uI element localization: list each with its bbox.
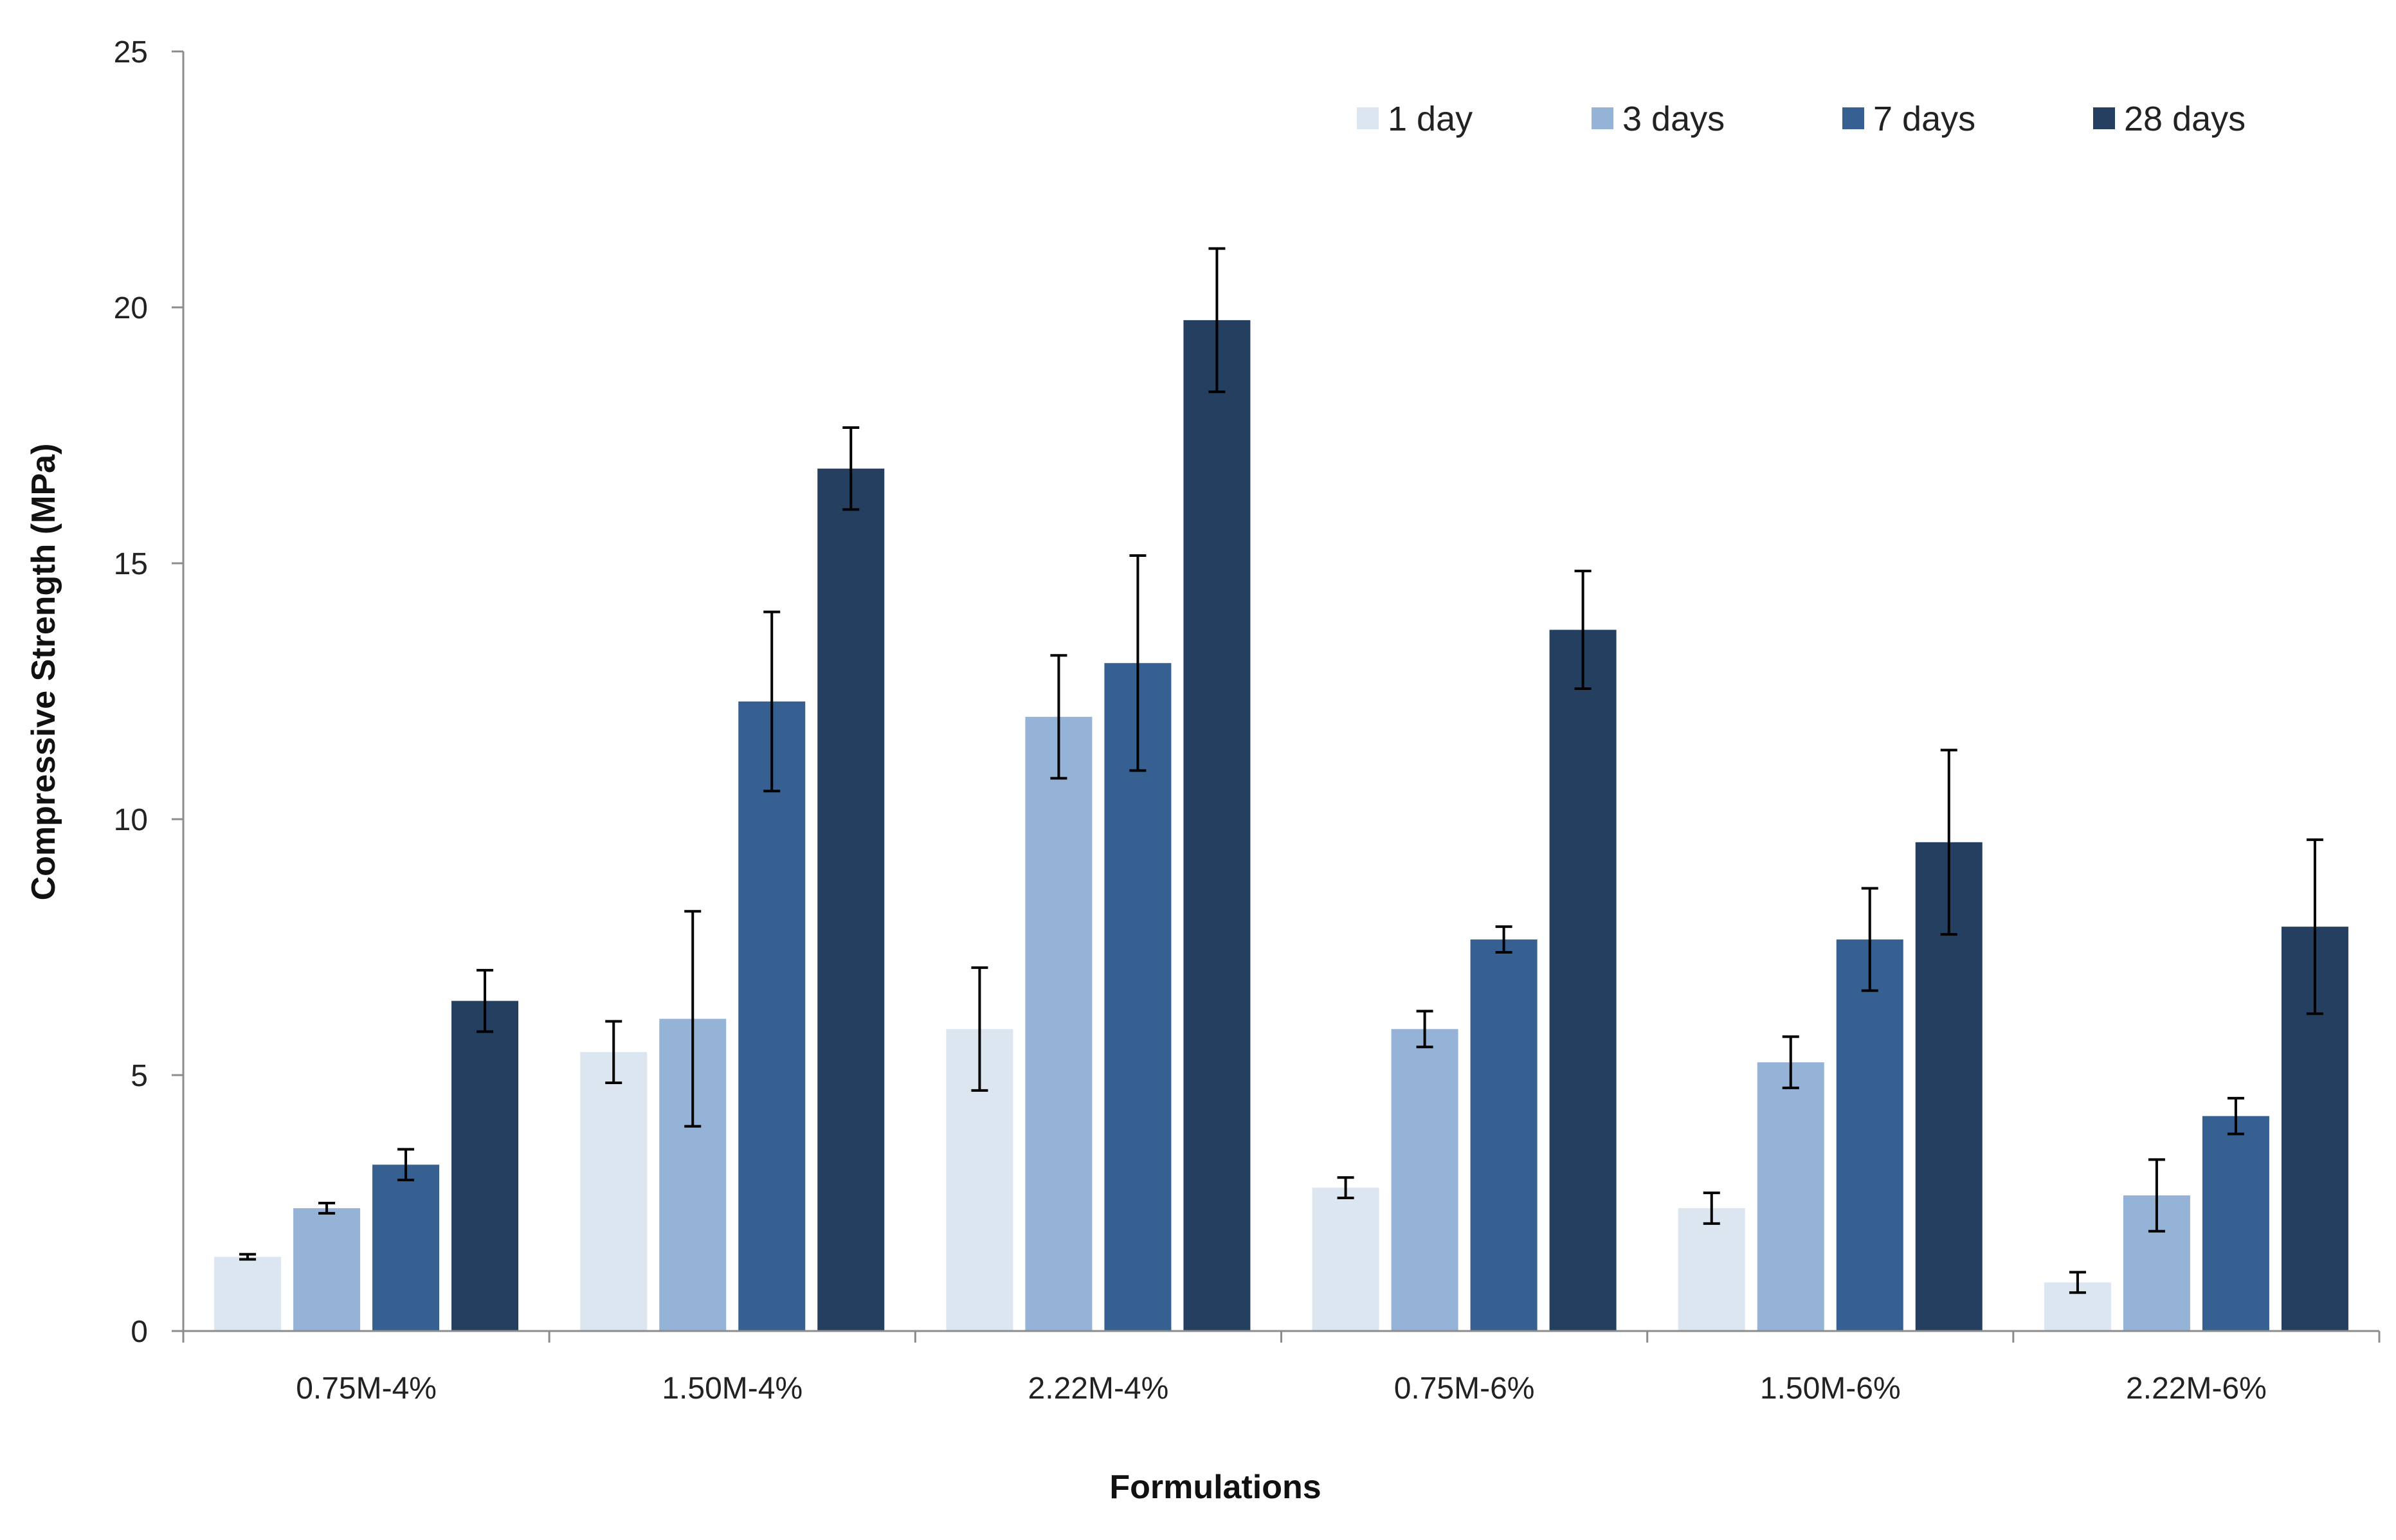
bar bbox=[293, 1208, 361, 1331]
y-tick-label: 5 bbox=[131, 1059, 148, 1093]
bar bbox=[1757, 1062, 1824, 1331]
y-tick-label: 10 bbox=[114, 803, 148, 837]
bar bbox=[580, 1052, 648, 1331]
legend-swatch bbox=[1357, 107, 1379, 129]
bar bbox=[1312, 1188, 1379, 1331]
x-tick-label: 0.75M-4% bbox=[296, 1372, 437, 1406]
y-tick-label: 15 bbox=[114, 547, 148, 581]
x-axis-title: Formulations bbox=[1109, 1469, 1321, 1506]
bar bbox=[1549, 630, 1617, 1331]
legend-label: 7 days bbox=[1873, 100, 1975, 138]
bar bbox=[1470, 939, 1538, 1331]
bar bbox=[1025, 716, 1093, 1331]
bar bbox=[1678, 1208, 1745, 1331]
legend-label: 3 days bbox=[1622, 100, 1725, 138]
axes-layer bbox=[172, 50, 2381, 1343]
x-tick-label: 2.22M-6% bbox=[2126, 1372, 2267, 1406]
labels-layer: 0.75M-4% 1.50M-4% 2.22M-4% 0.75M-6% 1.50M-6%… bbox=[114, 35, 2267, 1406]
y-tick-label: 25 bbox=[114, 35, 148, 69]
legend-swatch bbox=[2093, 107, 2115, 129]
y-axis-title: Compressive Strength (MPa) bbox=[25, 444, 62, 901]
bars-layer bbox=[214, 320, 2348, 1331]
x-tick-label: 0.75M-6% bbox=[1394, 1372, 1535, 1406]
bar bbox=[1391, 1029, 1458, 1331]
y-tick-label: 0 bbox=[131, 1315, 148, 1349]
bar bbox=[372, 1164, 440, 1331]
legend-swatch bbox=[1842, 107, 1864, 129]
legend-swatch bbox=[1592, 107, 1613, 129]
bar bbox=[1104, 663, 1172, 1331]
bar bbox=[2202, 1116, 2269, 1331]
legend-label: 1 day bbox=[1388, 100, 1473, 138]
bar bbox=[738, 701, 806, 1331]
error-bars-layer bbox=[239, 247, 2323, 1294]
legend: 1 day 3 days 7 days 28 days bbox=[1357, 100, 2246, 138]
y-tick-label: 20 bbox=[114, 291, 148, 325]
bar bbox=[1183, 320, 1251, 1331]
legend-label: 28 days bbox=[2124, 100, 2246, 138]
bar bbox=[451, 1001, 519, 1331]
x-tick-label: 1.50M-4% bbox=[662, 1372, 803, 1406]
bar bbox=[214, 1256, 282, 1331]
x-tick-label: 2.22M-4% bbox=[1028, 1372, 1169, 1406]
bar bbox=[1836, 939, 1903, 1331]
bar bbox=[817, 468, 885, 1331]
x-tick-label: 1.50M-6% bbox=[1760, 1372, 1901, 1406]
